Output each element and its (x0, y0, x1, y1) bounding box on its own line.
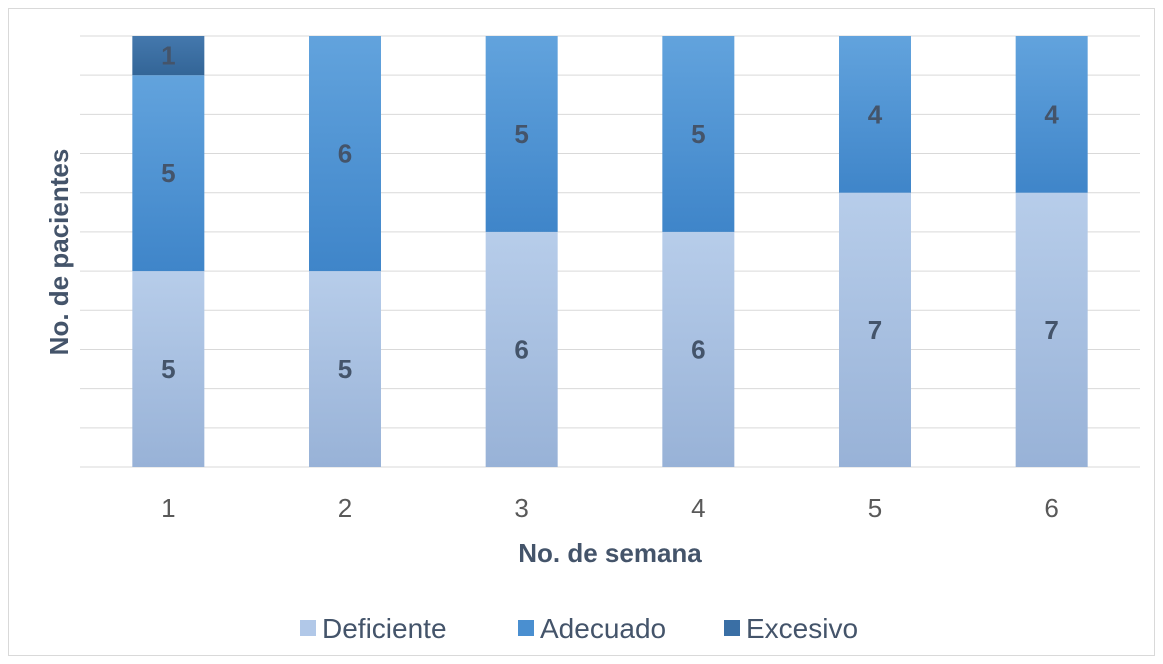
bar-segment-deficiente (1015, 192, 1088, 467)
data-label: 7 (868, 315, 882, 345)
data-label: 6 (514, 334, 528, 364)
data-label: 5 (161, 158, 175, 188)
bar-segment-deficiente (662, 231, 735, 467)
bar-segment-adecuado (1015, 36, 1088, 193)
legend-label-excesivo: Excesivo (746, 613, 858, 644)
y-axis-title: No. de pacientes (44, 149, 74, 356)
bar-segment-adecuado (309, 36, 381, 272)
legend-swatch-deficiente (300, 620, 316, 636)
bars: 5 5 1 5 6 6 5 6 5 7 4 7 4 (132, 36, 1088, 467)
x-tick-label: 6 (1044, 493, 1058, 523)
data-label: 5 (161, 354, 175, 384)
bar-segment-deficiente (485, 231, 558, 467)
x-tick-label: 3 (514, 493, 528, 523)
legend-label-adecuado: Adecuado (540, 613, 666, 644)
bar-segment-adecuado (132, 75, 205, 272)
data-label: 5 (691, 119, 705, 149)
bar-segment-adecuado (485, 36, 558, 232)
x-tick-label: 2 (338, 493, 352, 523)
x-tick-label: 1 (161, 493, 175, 523)
bar-segment-adecuado (662, 36, 735, 232)
data-label: 4 (1044, 99, 1059, 129)
x-tick-labels: 1 2 3 4 5 6 (161, 493, 1059, 523)
x-tick-label: 4 (691, 493, 705, 523)
data-label: 6 (691, 334, 705, 364)
bar-segment-deficiente (309, 271, 381, 467)
data-label: 6 (338, 139, 352, 169)
data-label: 7 (1044, 315, 1058, 345)
bar-segment-adecuado (839, 36, 911, 193)
bar-segment-excesivo (132, 36, 205, 76)
bar-segment-deficiente (132, 271, 205, 467)
legend-swatch-excesivo (724, 620, 740, 636)
bar-segment-deficiente (839, 192, 911, 467)
x-axis-title: No. de semana (518, 538, 702, 568)
data-label: 5 (514, 119, 528, 149)
data-label: 1 (161, 41, 175, 71)
data-label: 5 (338, 354, 352, 384)
x-tick-label: 5 (868, 493, 882, 523)
gridlines (80, 35, 1140, 468)
data-label: 4 (868, 99, 883, 129)
legend: Deficiente Adecuado Excesivo (300, 613, 858, 644)
legend-swatch-adecuado (518, 620, 534, 636)
legend-label-deficiente: Deficiente (322, 613, 447, 644)
